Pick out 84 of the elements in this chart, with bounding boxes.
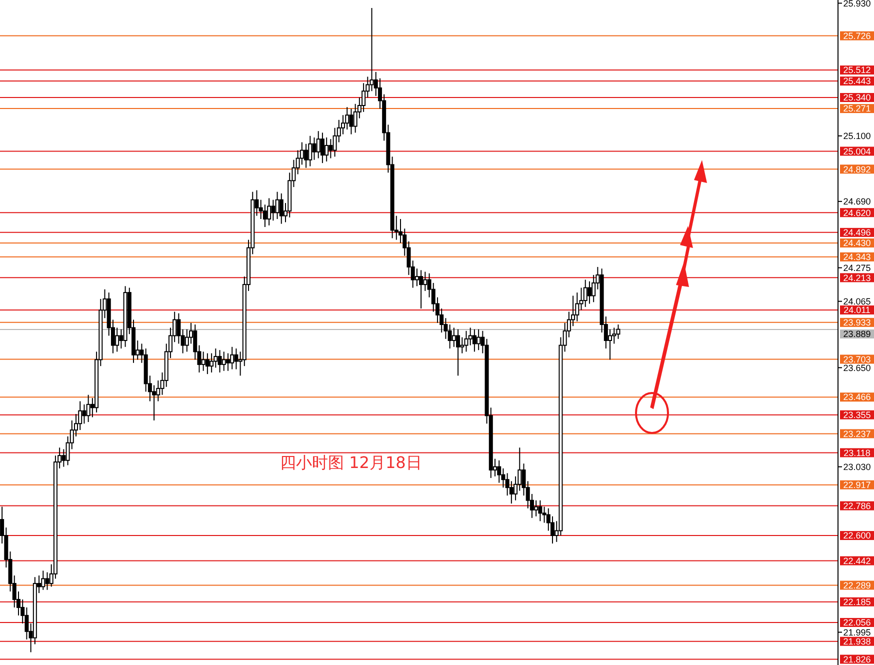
candlestick bbox=[115, 327, 120, 352]
ref-line-label: 25.443 bbox=[843, 76, 871, 86]
ref-line-label: 25.340 bbox=[843, 92, 871, 103]
ref-line-label: 25.726 bbox=[843, 30, 871, 41]
ref-line-label: 24.620 bbox=[843, 208, 871, 218]
candlestick bbox=[476, 328, 481, 351]
ref-line-label: 24.011 bbox=[844, 305, 870, 316]
ref-line-label: 23.703 bbox=[843, 354, 871, 364]
candlestick bbox=[448, 324, 452, 349]
candlestick bbox=[419, 270, 424, 310]
ref-line-label: 23.466 bbox=[843, 392, 871, 402]
candlestick bbox=[176, 312, 181, 344]
y-tick-label: 24.275 bbox=[843, 262, 871, 273]
y-tick-label: 21.995 bbox=[843, 627, 871, 638]
candlestick bbox=[201, 351, 206, 372]
candlestick bbox=[414, 268, 419, 287]
candlestick bbox=[468, 327, 472, 346]
candlestick bbox=[262, 204, 267, 228]
candlestick bbox=[230, 346, 234, 370]
ref-line-label: 23.355 bbox=[843, 410, 871, 420]
candlestick bbox=[575, 292, 580, 322]
candlestick bbox=[583, 279, 588, 308]
y-tick-label: 25.930 bbox=[843, 0, 871, 8]
candlestick bbox=[267, 198, 272, 226]
candlestick bbox=[456, 328, 460, 376]
candlestick bbox=[616, 324, 620, 340]
annotation: 四小时图 12月18日 bbox=[280, 453, 422, 472]
ref-line-label: 23.118 bbox=[844, 448, 870, 458]
candlestick bbox=[423, 271, 428, 292]
candlestick bbox=[370, 7, 374, 92]
ref-line-label: 22.442 bbox=[843, 556, 871, 566]
y-tick-label: 23.650 bbox=[843, 362, 871, 373]
ref-line-label: 21.826 bbox=[843, 654, 871, 664]
ref-line-label: 22.289 bbox=[843, 580, 871, 590]
candlestick bbox=[497, 460, 502, 484]
ref-line-label: 22.786 bbox=[843, 500, 871, 511]
candlestick bbox=[45, 572, 50, 590]
ref-line-label: 23.933 bbox=[843, 318, 871, 328]
candlestick bbox=[534, 500, 538, 517]
candlestick bbox=[279, 192, 284, 224]
candlestick bbox=[218, 350, 222, 373]
candlestick bbox=[210, 352, 214, 373]
candlestick bbox=[222, 351, 226, 372]
candlestick bbox=[452, 327, 456, 348]
y-tick-label: 23.030 bbox=[843, 462, 871, 472]
ref-line-label: 22.917 bbox=[843, 480, 871, 490]
ref-line-label: 22.056 bbox=[843, 618, 871, 628]
candlestick bbox=[328, 138, 333, 159]
candlestick bbox=[275, 191, 280, 220]
candlestick bbox=[205, 352, 210, 375]
ref-line-label: 25.512 bbox=[843, 65, 871, 76]
candlestick bbox=[41, 570, 46, 590]
ref-line-label: 24.213 bbox=[843, 272, 871, 283]
y-tick-label: 24.690 bbox=[843, 196, 871, 207]
candlestick bbox=[538, 500, 542, 522]
ref-line-label: 25.271 bbox=[843, 104, 871, 114]
candlestick bbox=[312, 136, 316, 160]
ref-line-label: 23.237 bbox=[843, 428, 871, 439]
candlestick bbox=[320, 132, 324, 164]
candlestick bbox=[214, 348, 218, 368]
candlestick bbox=[234, 348, 238, 370]
candlestick bbox=[86, 394, 90, 423]
candlestick bbox=[472, 328, 476, 352]
ref-line-label: 24.496 bbox=[843, 228, 871, 238]
candlestick bbox=[349, 108, 354, 135]
candlestick bbox=[316, 130, 320, 159]
y-tick-label: 24.065 bbox=[843, 296, 871, 306]
candlestick bbox=[587, 280, 592, 304]
ref-line-label: 24.343 bbox=[843, 252, 871, 262]
ref-line-label: 22.185 bbox=[843, 597, 871, 608]
candlestick bbox=[82, 404, 86, 424]
ref-line-label: 24.892 bbox=[843, 164, 871, 174]
ref-line-label: 25.004 bbox=[843, 146, 871, 156]
y-tick-label: 25.100 bbox=[843, 131, 871, 142]
ref-line-label: 22.600 bbox=[843, 530, 871, 541]
candlestick bbox=[226, 352, 230, 372]
ref-line-label: 24.430 bbox=[843, 238, 871, 248]
candlestick bbox=[271, 199, 276, 222]
ref-line-label: 21.938 bbox=[843, 636, 871, 646]
candlestick bbox=[324, 136, 329, 162]
candlestick bbox=[308, 135, 312, 167]
candlestick bbox=[464, 330, 468, 352]
candlestick bbox=[304, 143, 308, 168]
ref-line-label: 23.889 bbox=[843, 329, 871, 340]
